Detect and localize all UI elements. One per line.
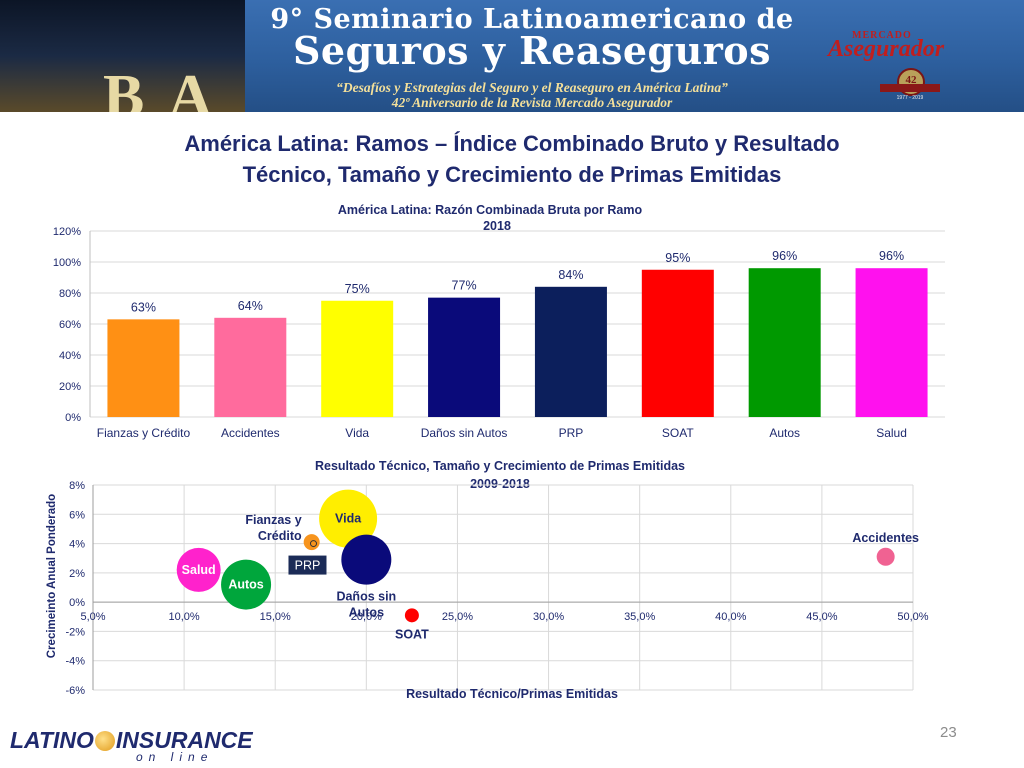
bubble-xtick-label: 15,0% bbox=[260, 611, 291, 623]
bar-8 bbox=[855, 268, 928, 417]
bubble-chart-xlabel: Resultado Técnico/Primas Emitidas bbox=[406, 687, 618, 701]
bubble-ytick-label: 6% bbox=[69, 509, 85, 521]
logo-right-word: INSURANCE bbox=[115, 727, 253, 753]
logo-emblem-icon bbox=[94, 731, 115, 751]
bubble-ytick-label: 4% bbox=[69, 539, 85, 551]
bar-2 bbox=[214, 317, 287, 417]
bubble-xtick-label: 20,0% bbox=[351, 611, 382, 623]
bar-chart-title: América Latina: Razón Combinada Bruta po… bbox=[338, 203, 643, 217]
bar-value-label: 96% bbox=[879, 249, 904, 263]
banner-anniversary: 42º Aniversario de la Revista Mercado As… bbox=[391, 95, 673, 110]
bar-chart-subtitle: 2018 bbox=[483, 219, 511, 233]
bar-category-label: PRP bbox=[559, 426, 584, 440]
bar-category-label: Fianzas y Crédito bbox=[97, 426, 191, 440]
combined-ratio-bar-chart: América Latina: Razón Combinada Bruta po… bbox=[53, 203, 945, 440]
bar-category-label: Autos bbox=[769, 426, 800, 440]
bubble-label-fianzas-y-cr-dito: Fianzas y Crédito bbox=[245, 513, 302, 543]
bubble-ytick-label: -6% bbox=[65, 685, 85, 697]
bubble-label-autos: Autos bbox=[228, 578, 263, 592]
brand-logo-top: MERCADO bbox=[852, 30, 912, 41]
seal-years: 1977 - 2019 bbox=[896, 95, 924, 101]
bar-category-label: Accidentes bbox=[221, 426, 280, 440]
bubble-ytick-label: 2% bbox=[69, 568, 85, 580]
bar-value-label: 75% bbox=[345, 282, 370, 296]
logo-left-word: LATINO bbox=[10, 727, 94, 753]
bar-4 bbox=[428, 297, 501, 417]
bubble-xtick-label: 35,0% bbox=[624, 611, 655, 623]
bubble-xtick-label: 45,0% bbox=[806, 611, 837, 623]
logo-subtitle: on line bbox=[136, 750, 214, 764]
buenos-aires-photo: B A bbox=[0, 0, 245, 112]
bar-category-label: Vida bbox=[345, 426, 369, 440]
bubble-xtick-label: 10,0% bbox=[169, 611, 200, 623]
bubble-label-soat: SOAT bbox=[395, 627, 429, 641]
bubble-chart-subtitle: 2009-2018 bbox=[470, 477, 530, 491]
bar-ytick-label: 40% bbox=[59, 350, 81, 362]
bubble-xtick-label: 40,0% bbox=[715, 611, 746, 623]
bar-value-label: 64% bbox=[238, 299, 263, 313]
bubble-label-da-os-sin-autos: Daños sin Autos bbox=[336, 590, 396, 620]
bar-ytick-label: 120% bbox=[53, 226, 81, 238]
seal-ribbon bbox=[880, 84, 940, 92]
bar-3 bbox=[321, 300, 394, 417]
bar-7 bbox=[748, 268, 821, 417]
bubble-ytick-label: 8% bbox=[69, 480, 85, 492]
bar-ytick-label: 60% bbox=[59, 319, 81, 331]
brand-logo-main: Asegurador bbox=[828, 36, 945, 62]
bubble-point-fianzas-y-cr-dito bbox=[303, 534, 320, 551]
bubble-point-salud bbox=[176, 547, 221, 592]
banner-seminar-name: 9° Seminario Latinoamericano de bbox=[270, 4, 794, 35]
banner-seminar-subject: Seguros y Reaseguros bbox=[292, 28, 772, 73]
bar-ytick-label: 80% bbox=[59, 288, 81, 300]
bubble-xtick-label: 5,0% bbox=[80, 611, 105, 623]
slide-title-line1: América Latina: Ramos – Índice Combinado… bbox=[184, 131, 840, 156]
bar-6 bbox=[641, 269, 714, 417]
bubble-point-vida bbox=[319, 489, 378, 548]
photo-letter-a: A bbox=[168, 63, 213, 112]
bubble-point-prp bbox=[309, 540, 317, 548]
bubble-ytick-label: -4% bbox=[65, 656, 85, 668]
bar-value-label: 63% bbox=[131, 300, 156, 314]
banner-tagline: “Desafíos y Estrategias del Seguro y el … bbox=[336, 80, 728, 95]
slide-title-line2: Técnico, Tamaño y Crecimiento de Primas … bbox=[242, 162, 782, 187]
page-number: 23 bbox=[940, 724, 957, 741]
bar-ytick-label: 20% bbox=[59, 381, 81, 393]
bar-value-label: 96% bbox=[772, 249, 797, 263]
latino-insurance-logo: LATINO INSURANCE bbox=[10, 727, 253, 754]
bubble-label-prp: PRP bbox=[295, 559, 321, 573]
event-banner: B A 9° Seminario Latinoamericano de Segu… bbox=[0, 0, 1024, 112]
bubble-chart-title: Resultado Técnico, Tamaño y Crecimiento … bbox=[315, 459, 685, 473]
technical-result-bubble-chart: Resultado Técnico, Tamaño y Crecimiento … bbox=[46, 459, 929, 701]
bubble-ytick-label: 0% bbox=[69, 597, 85, 609]
bar-value-label: 77% bbox=[452, 279, 477, 293]
bubble-xtick-label: 30,0% bbox=[533, 611, 564, 623]
bar-5 bbox=[534, 286, 607, 417]
bubble-point-da-os-sin-autos bbox=[341, 534, 392, 585]
bubble-label-vida: Vida bbox=[335, 512, 362, 526]
bubble-point-soat bbox=[404, 608, 419, 623]
bar-value-label: 95% bbox=[665, 251, 690, 265]
bar-category-label: SOAT bbox=[662, 426, 694, 440]
bubble-label-box bbox=[288, 555, 327, 575]
bar-1 bbox=[107, 319, 180, 417]
bubble-ytick-label: -2% bbox=[65, 626, 85, 638]
seal-number: 42 bbox=[905, 74, 917, 86]
bubble-label-salud: Salud bbox=[182, 563, 216, 577]
photo-letter-b: B bbox=[103, 63, 145, 112]
bubble-chart-ylabel: Crecimeinto Anual Ponderado bbox=[46, 494, 58, 658]
bar-ytick-label: 100% bbox=[53, 257, 81, 269]
bubble-xtick-label: 50,0% bbox=[897, 611, 928, 623]
bubble-xtick-label: 25,0% bbox=[442, 611, 473, 623]
bubble-label-accidentes: Accidentes bbox=[852, 531, 919, 545]
bar-value-label: 84% bbox=[558, 268, 583, 282]
bar-category-label: Salud bbox=[876, 426, 907, 440]
bar-ytick-label: 0% bbox=[65, 412, 81, 424]
bubble-point-autos bbox=[221, 559, 272, 610]
bar-category-label: Daños sin Autos bbox=[421, 426, 508, 440]
bubble-point-accidentes bbox=[876, 547, 895, 566]
